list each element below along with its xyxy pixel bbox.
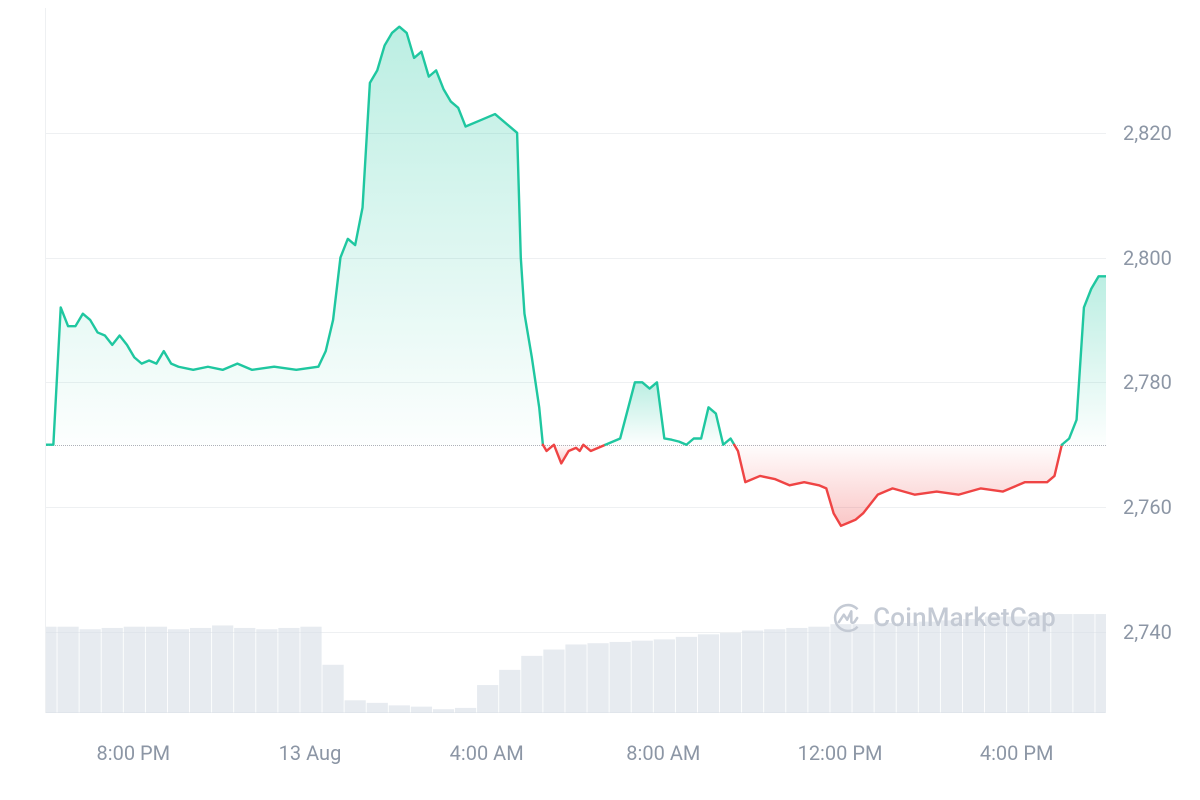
y-axis-tick-label: 2,820 — [1123, 121, 1172, 145]
y-axis-tick-label: 2,780 — [1123, 370, 1172, 394]
y-axis-tick-label: 2,740 — [1123, 620, 1172, 644]
y-axis-tick-label: 2,800 — [1123, 246, 1172, 270]
x-axis-tick-label: 4:00 AM — [450, 741, 524, 765]
x-axis-tick-label: 4:00 PM — [980, 741, 1054, 765]
x-axis-tick-label: 13 Aug — [279, 741, 342, 765]
x-axis-tick-label: 12:00 PM — [798, 741, 883, 765]
price-area-above-baseline — [1062, 276, 1106, 444]
price-area-above-baseline — [46, 27, 543, 445]
y-axis-tick-label: 2,760 — [1123, 495, 1172, 519]
volume-bars — [46, 614, 1106, 713]
price-chart[interactable] — [45, 8, 1105, 713]
x-axis-tick-label: 8:00 AM — [626, 741, 700, 765]
price-line-down — [543, 445, 606, 464]
x-axis-tick-label: 8:00 PM — [97, 741, 171, 765]
price-area-below-baseline — [734, 445, 1062, 526]
chart-plot-area[interactable] — [46, 8, 1106, 713]
